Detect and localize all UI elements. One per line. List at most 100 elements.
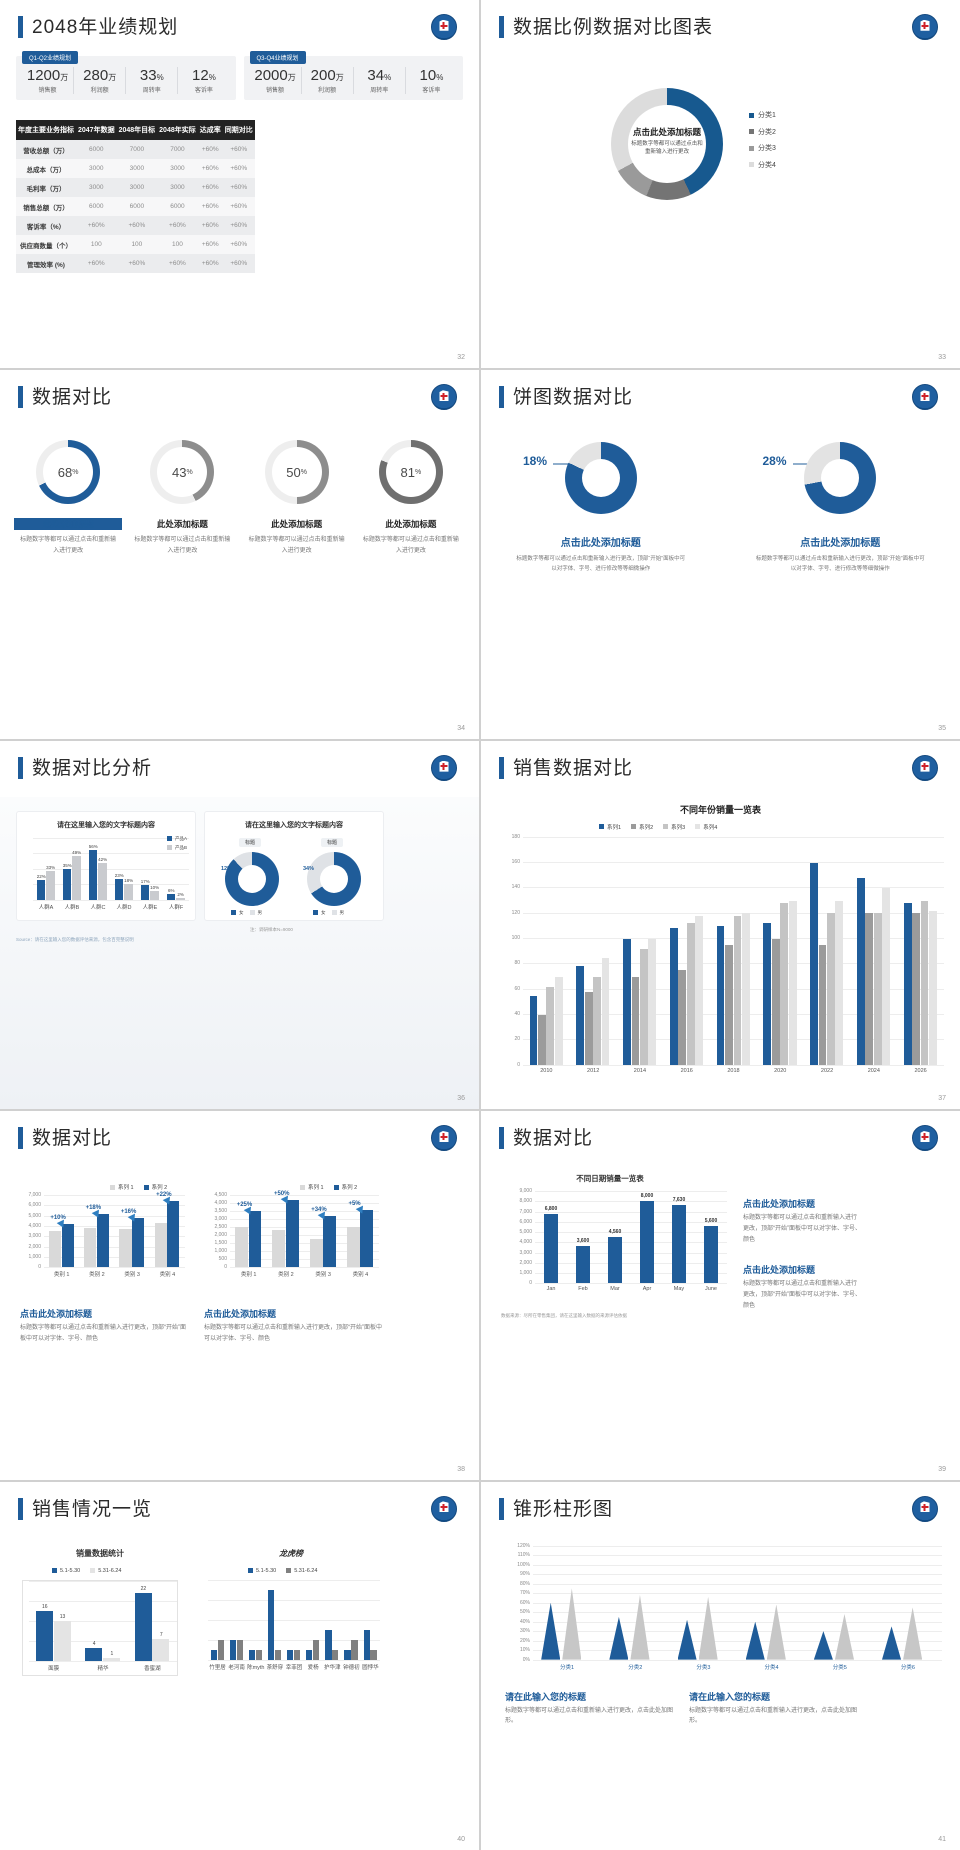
bar[interactable] xyxy=(85,1648,103,1661)
bar[interactable] xyxy=(287,1649,294,1660)
bar[interactable] xyxy=(370,1649,377,1660)
bar[interactable] xyxy=(741,913,750,1066)
slide-34[interactable]: 数据对比 68% 此处添加标题 标题数字等都可以通过点击和重新输入进行更改 43… xyxy=(0,370,479,739)
bar[interactable] xyxy=(98,862,107,900)
cone-chart[interactable]: 0% 10% 20% 30% 40% 50% 60% 70% 80% 90% 100% 110% 120… xyxy=(509,1543,942,1676)
bar[interactable] xyxy=(134,1592,152,1661)
percent-donut-item[interactable]: 50% 此处添加标题 标题数字等都可以通过点击和重新输入进行更改 xyxy=(243,440,351,555)
bar[interactable] xyxy=(88,850,98,900)
bar[interactable] xyxy=(323,1216,336,1268)
bar[interactable] xyxy=(103,1657,121,1661)
bar[interactable] xyxy=(176,898,185,900)
slide-38[interactable]: 数据对比 系列 1 系列 2 0 1,000 2,000 3,000 4,000 5,000… xyxy=(0,1111,479,1480)
donut-chart[interactable] xyxy=(225,851,279,906)
bar[interactable] xyxy=(639,948,648,1066)
bar[interactable] xyxy=(61,1224,74,1268)
bar[interactable] xyxy=(167,1201,180,1268)
bar[interactable] xyxy=(272,1229,286,1268)
bar[interactable] xyxy=(827,913,835,1066)
bar[interactable] xyxy=(344,1649,351,1660)
bar[interactable] xyxy=(607,1236,623,1284)
bar[interactable] xyxy=(678,970,687,1066)
bar[interactable] xyxy=(601,957,610,1066)
bar[interactable] xyxy=(235,1227,248,1268)
table-row[interactable]: 客诉率（%） +60% +60% +60% +60% +60% xyxy=(16,216,255,235)
bar[interactable] xyxy=(856,877,865,1066)
bar[interactable] xyxy=(929,910,937,1066)
bar[interactable] xyxy=(584,991,593,1066)
bar[interactable] xyxy=(771,938,780,1066)
bar[interactable] xyxy=(53,1620,71,1661)
bar[interactable] xyxy=(788,900,797,1066)
slide-39[interactable]: 数据对比 不同日期销量一览表 0 1,000 2,000 3,000 4,000 5,00… xyxy=(481,1111,960,1480)
bar[interactable] xyxy=(154,1222,167,1268)
bar[interactable] xyxy=(96,1213,109,1268)
bar[interactable] xyxy=(124,883,133,900)
bar[interactable] xyxy=(84,1227,97,1268)
donut-chart[interactable]: 点击此处添加标题 标题数字等都可以通过点击和 重新输入进行更改 xyxy=(611,88,723,200)
panel-right[interactable]: 请在这里输入您的文字标题内容 标题 12% 女男标题 34% 女男 xyxy=(204,810,384,921)
bar[interactable] xyxy=(325,1629,332,1660)
bar[interactable] xyxy=(648,938,657,1066)
slide-36[interactable]: 数据对比分析 请在这里输入您的文字标题内容 人群A 人群B 人群C 人群D 人群E 人群F… xyxy=(0,740,479,1110)
bar[interactable] xyxy=(313,1639,320,1660)
bar[interactable] xyxy=(903,903,912,1066)
bar[interactable] xyxy=(140,884,150,900)
table-row[interactable]: 管理效率 (%) +60% +60% +60% +60% +60% xyxy=(16,254,255,273)
percent-donut-item[interactable]: 43% 此处添加标题 标题数字等都可以通过点击和重新输入进行更改 xyxy=(128,440,236,555)
slide-33[interactable]: 数据比例数据对比图表 点击此处添加标题 标题数字等都可以通过点击和 重新输入进行更… xyxy=(481,0,960,369)
bar[interactable] xyxy=(255,1649,263,1660)
bar[interactable] xyxy=(236,1639,243,1660)
panel-left[interactable]: 请在这里输入您的文字标题内容 人群A 人群B 人群C 人群D 人群E 人群F 22% 33% 3… xyxy=(16,810,196,921)
cone-bar[interactable] xyxy=(903,1607,923,1660)
slide-35[interactable]: 饼图数据对比 18% 点击此处添加标题 标题数字等都可以通过点击和重新输入进行更… xyxy=(481,370,960,739)
bar[interactable] xyxy=(529,995,538,1066)
cone-bar[interactable] xyxy=(813,1631,833,1660)
donut-pair-chart[interactable]: 标题 12% 女男标题 34% 女男 xyxy=(211,836,377,916)
table-row[interactable]: 营收总额（万） 6000 7000 7000 +60% +60% xyxy=(16,140,255,159)
bar[interactable] xyxy=(763,923,772,1066)
bar[interactable] xyxy=(703,1225,719,1284)
business-metrics-table[interactable]: 年度主要业务指标 2047年数据 2048年目标 2048年实际 达成率 同期对… xyxy=(16,120,255,273)
bar[interactable] xyxy=(363,1629,370,1660)
bar-chart[interactable]: 0 1,000 2,000 3,000 4,000 5,000 6,000 7,000 8,00… xyxy=(509,1188,727,1299)
pie-item[interactable]: 18% 点击此处添加标题 标题数字等都可以通过点击和重新输入进行更改，顶部“开始… xyxy=(481,442,721,574)
bar[interactable] xyxy=(865,913,874,1066)
bar[interactable] xyxy=(309,1239,323,1268)
bar[interactable] xyxy=(631,976,640,1066)
bar-chart-right[interactable]: 1 2 竹里居 2 2 老河南 1 1 陈myth 7 1 茶舒穿 1 1 幸菲团 1 2 爱杨 3 1 护华津 1 2 钟德… xyxy=(204,1579,380,1676)
bar[interactable] xyxy=(695,915,703,1066)
bar[interactable] xyxy=(346,1227,360,1268)
slide-37[interactable]: 销售数据对比 不同年份销量一览表 系列1 系列2 系列3 系列4 0 20 40 60 80 1… xyxy=(481,740,960,1110)
bar[interactable] xyxy=(46,870,55,900)
bar[interactable] xyxy=(306,1649,313,1660)
bar[interactable] xyxy=(575,1246,591,1284)
slide-41[interactable]: 锥形柱形图 0% 10% 20% 30% 40% 50% 60% 70% 80% 90% 100% 1… xyxy=(481,1481,960,1850)
bar[interactable] xyxy=(36,880,46,900)
bar[interactable] xyxy=(332,1649,339,1660)
bar[interactable] xyxy=(294,1649,301,1660)
bar[interactable] xyxy=(152,1639,170,1661)
bar[interactable] xyxy=(210,1649,217,1660)
bar[interactable] xyxy=(576,966,585,1066)
bar[interactable] xyxy=(268,1589,275,1660)
bar[interactable] xyxy=(920,900,929,1066)
bar[interactable] xyxy=(114,879,124,900)
bar[interactable] xyxy=(669,928,678,1066)
bar[interactable] xyxy=(166,894,176,900)
cone-bar[interactable] xyxy=(698,1596,718,1660)
bar[interactable] xyxy=(248,1211,262,1268)
bar[interactable] xyxy=(554,976,563,1066)
grouped-bar-chart[interactable]: 人群A 人群B 人群C 人群D 人群E 人群F 22% 33% 35% 49% 56% 42% 23% 1… xyxy=(23,836,189,914)
bar[interactable] xyxy=(351,1639,358,1660)
cone-bar[interactable] xyxy=(630,1595,650,1660)
bar[interactable] xyxy=(360,1209,374,1268)
bar[interactable] xyxy=(593,976,601,1066)
bar[interactable] xyxy=(132,1217,145,1268)
bar[interactable] xyxy=(229,1639,237,1660)
bar[interactable] xyxy=(48,1231,61,1268)
bar[interactable] xyxy=(686,923,695,1066)
cone-bar[interactable] xyxy=(562,1588,582,1660)
table-row[interactable]: 销售总额（万） 6000 6000 6000 +60% +60% xyxy=(16,197,255,216)
bar[interactable] xyxy=(780,903,789,1066)
